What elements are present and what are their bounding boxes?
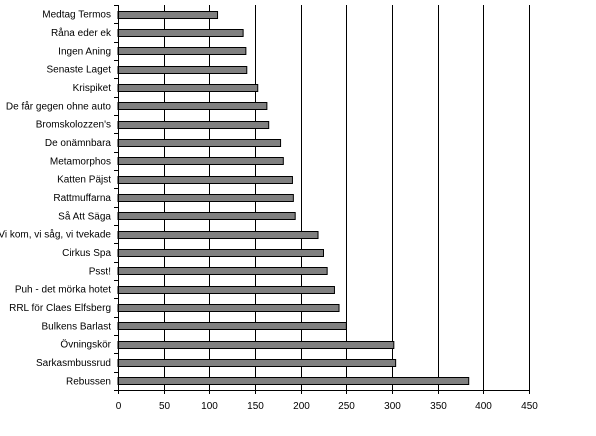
category-label: Övningskör [60, 339, 111, 351]
bar [117, 121, 270, 129]
category-label: RRL för Claes Elfsberg [9, 303, 111, 314]
bar [117, 322, 347, 330]
category-label: Sarkasmbussrud [36, 358, 111, 369]
category-label: Rebussen [66, 376, 111, 387]
bar [117, 157, 284, 165]
category-label: Vi kom, vi såg, vi tvekade [0, 229, 111, 241]
bar [117, 29, 244, 37]
bar [117, 176, 293, 184]
category-label: Råna eder ek [51, 27, 112, 39]
category-label: Bulkens Barlast [42, 321, 112, 332]
category-label: Puh - det mörka hotet [15, 285, 111, 296]
category-label: Ingen Aning [58, 46, 111, 57]
category-label: Rattmuffarna [53, 193, 111, 204]
category-label: De onämnbara [45, 138, 112, 149]
bar [117, 139, 282, 147]
bar [117, 66, 248, 74]
category-label: De får gegen ohne auto [6, 100, 112, 112]
category-label: Katten Päjst [57, 175, 111, 186]
x-tick-label: 250 [338, 401, 355, 412]
category-label: Cirkus Spa [62, 248, 111, 259]
x-tick-label: 350 [430, 401, 447, 412]
bar [117, 267, 328, 275]
x-tick-label: 300 [384, 401, 401, 412]
axes [114, 5, 530, 394]
bar [117, 377, 470, 385]
bar [117, 304, 340, 312]
category-label: Bromskolozzen's [36, 120, 111, 131]
x-tick-label: 100 [201, 401, 218, 412]
bar [117, 47, 247, 55]
x-tick-label: 400 [475, 401, 492, 412]
category-label: Senaste Laget [47, 65, 112, 76]
x-tick-label: 0 [116, 401, 122, 412]
bar [117, 212, 296, 220]
bar [117, 231, 319, 239]
bars [117, 11, 470, 385]
x-tick-label: 200 [293, 401, 310, 412]
bar [117, 286, 335, 294]
bar [117, 194, 294, 202]
bar [117, 341, 395, 349]
bar [117, 102, 268, 110]
category-label: Krispiket [73, 83, 112, 94]
bar [117, 11, 219, 19]
category-label: Medtag Termos [42, 10, 111, 21]
bar [117, 84, 259, 92]
bar [117, 359, 397, 367]
category-label: Metamorphos [50, 156, 111, 167]
category-label: Psst! [89, 266, 111, 277]
bar [117, 249, 324, 257]
x-tick-label: 150 [247, 401, 264, 412]
category-label: Så Att Säga [58, 210, 111, 222]
x-tick-label: 50 [159, 401, 171, 412]
labels: 0 50 100 150 200 250 300 350 400 450 Medtag Termos… [0, 10, 538, 412]
x-tick-label: 450 [521, 401, 538, 412]
